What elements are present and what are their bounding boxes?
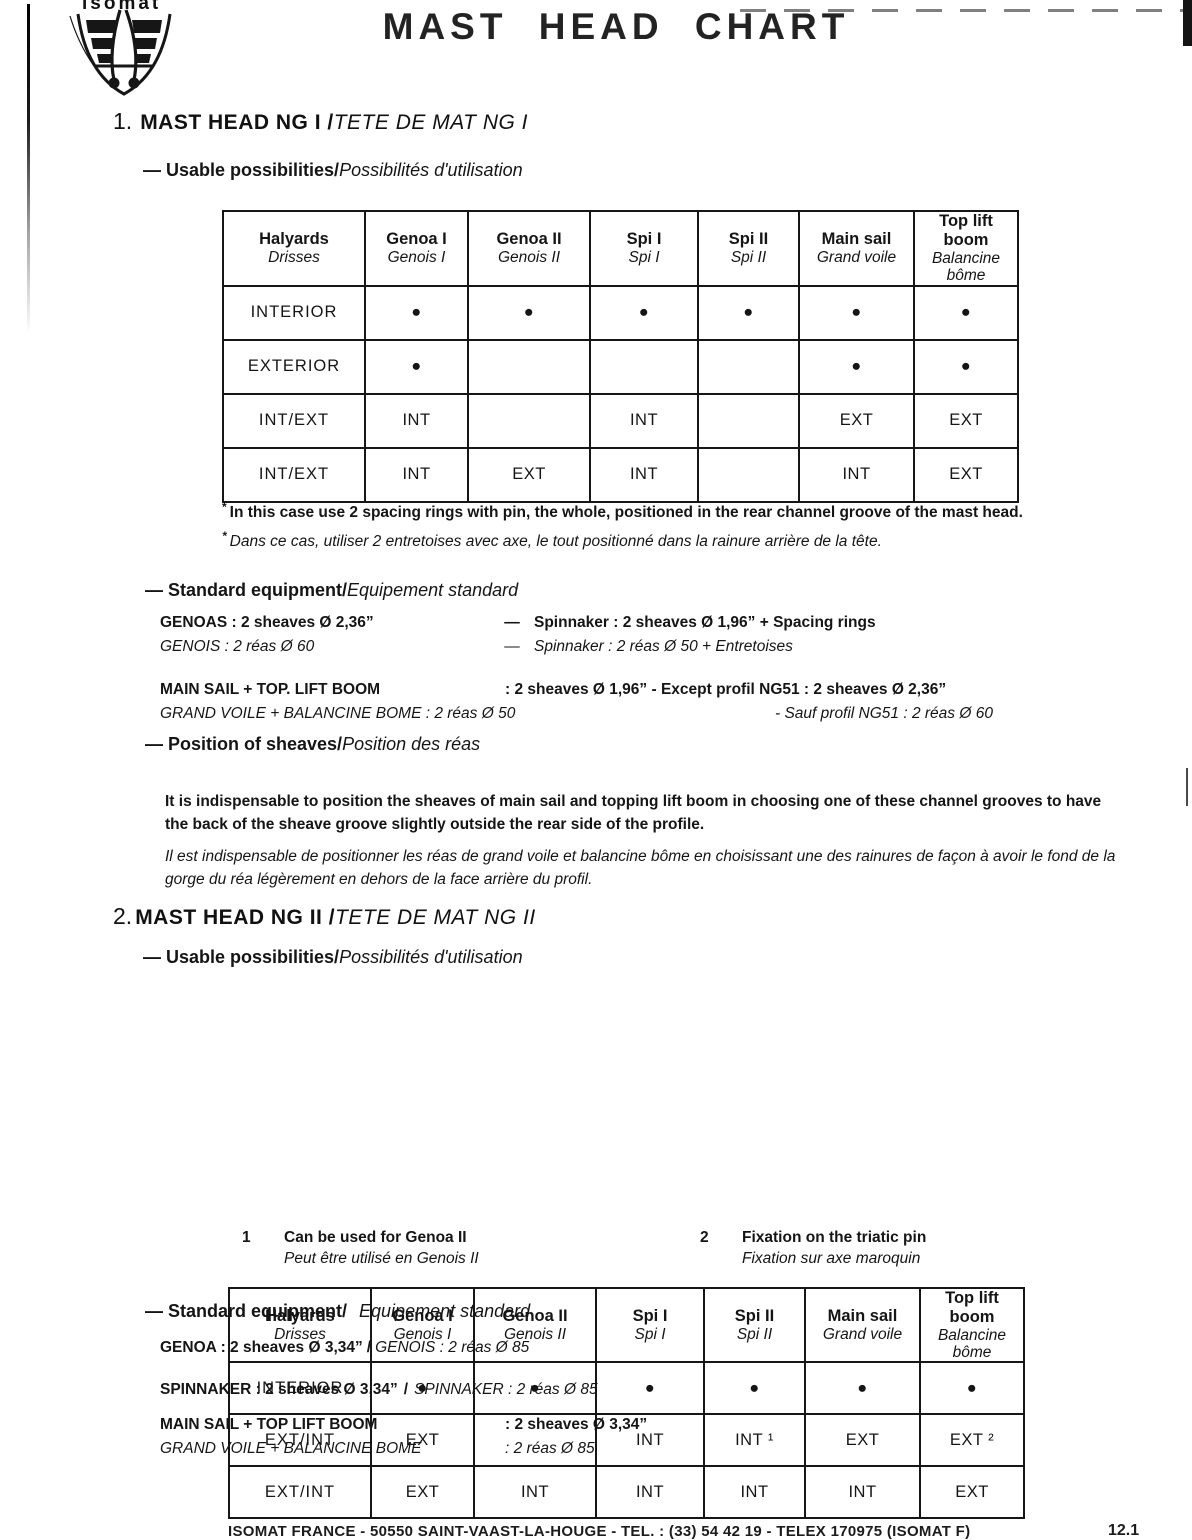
dash: — (504, 638, 520, 656)
header-mainsail: Main sail Grand voile (804, 1286, 921, 1364)
section2-number: 2. (113, 903, 133, 929)
section1-title-en: MAST HEAD NG I / (140, 111, 334, 134)
scan-artifact-top-dashes (740, 9, 1190, 12)
isomat-logo-graphic: isomat (69, 0, 172, 96)
position-paragraph-fr: Il est indispensable de positionner les … (165, 848, 1116, 889)
table-header-row: Halyards Drisses Genoa I Genois I Genoa II… (222, 210, 1019, 287)
header-mainsail: Main sail Grand voile (798, 210, 915, 287)
header-toplift: Top lift boom Balancine bôme (913, 210, 1019, 287)
section1-number: 1. (113, 108, 133, 134)
table-row: INTERIOR ● ● ● ● ● ● (228, 1361, 1025, 1416)
equipment-mainsail-fr: GRAND VOILE + BALANCINE BOME : 2 réas Ø … (160, 1440, 595, 1458)
header-genoa2: Genoa II Genois II (467, 210, 591, 287)
section2-standard-equipment-heading: — Standard equipment/Equipement standard (145, 1301, 531, 1321)
table2-footnote-2: 2 Fixation on the triatic pin Fixation s… (700, 1228, 926, 1270)
equipment-mainsail-en: MAIN SAIL + TOP. LIFT BOOM : 2 sheaves Ø… (160, 681, 947, 698)
table-header-row: Halyards Drisses Genoa I Genois I Genoa II… (228, 1286, 1025, 1364)
section2-equipment-spinnaker: SPINNAKER : 2 sheaves Ø 3,34” / SPINNAKE… (160, 1378, 598, 1402)
table-row: INTERIOR ● ● ● ● ● ● (222, 284, 1019, 341)
section2-title-fr: TETE DE MAT NG II (335, 906, 536, 929)
section2-heading: 2. MAST HEAD NG II /TETE DE MAT NG II (113, 903, 536, 930)
table-row: EXT/INT EXT INT INT ¹ EXT EXT ² (228, 1413, 1025, 1468)
usable-label-en: — Usable possibilities/ (143, 160, 340, 180)
equipment-genoa-fr: GENOIS : 2 réas Ø 60 — Spinnaker : 2 réa… (160, 635, 876, 659)
table-row: INT/EXT INT EXT INT INT EXT (222, 446, 1019, 503)
isomat-logo: isomat (62, 0, 186, 98)
scan-artifact-corner (1183, 0, 1192, 46)
page-title: MAST HEAD CHART (382, 6, 850, 47)
section1-equipment-mainsail: MAIN SAIL + TOP. LIFT BOOM : 2 sheaves Ø… (160, 678, 993, 726)
section1-equipment-genoa: GENOAS : 2 sheaves Ø 2,36” — Spinnaker :… (160, 611, 876, 659)
scan-artifact-right-tick (1186, 768, 1188, 806)
footnote-text: Can be used for Genoa II Peut être utili… (284, 1229, 479, 1267)
header-genoa1: Genoa I Genois I (364, 210, 469, 287)
footer-address: ISOMAT FRANCE - 50550 SAINT-VAAST-LA-HOU… (228, 1523, 971, 1540)
header-toplift: Top lift boom Balancine bôme (919, 1286, 1025, 1364)
section1-heading: 1. MAST HEAD NG I /TETE DE MAT NG I (113, 108, 528, 135)
footnote-text: Fixation on the triatic pin Fixation sur… (742, 1229, 927, 1267)
table-row: EXTERIOR ● ● ● (222, 338, 1019, 395)
scan-artifact-left-line (27, 4, 30, 334)
header-halyards: Halyards Drisses (222, 210, 366, 287)
header-genoa2: Genoa II Genois II (473, 1286, 597, 1364)
header-spi1: Spi I Spi I (595, 1286, 705, 1364)
section2-equipment-mainsail: MAIN SAIL + TOP LIFT BOOM : 2 sheaves Ø … (160, 1413, 647, 1461)
separator: / (403, 1381, 409, 1398)
header-spi1: Spi I Spi I (589, 210, 699, 287)
section2-usable-possibilities: — Usable possibilities/Possibilités d'ut… (143, 947, 523, 967)
table-row: EXT/INT EXT INT INT INT INT EXT (228, 1465, 1025, 1520)
position-paragraph-en: It is indispensable to position the shea… (165, 793, 1102, 834)
section1-title-fr: TETE DE MAT NG I (333, 111, 528, 134)
dash: — (504, 614, 520, 631)
separator: / (366, 1339, 372, 1356)
isomat-logo-text: isomat (82, 0, 161, 14)
mast-head-ng1-table-wrap: Halyards Drisses Genoa I Genois I Genoa II… (222, 210, 1192, 503)
footer-page-number: 12.1 (1108, 1522, 1140, 1539)
header-spi2: Spi II Spi II (697, 210, 800, 287)
table1-footnote: * In this case use 2 spacing rings with p… (222, 499, 1037, 553)
section1-position-heading: — Position of sheaves/Position des réas (145, 734, 481, 754)
footnote-en: * In this case use 2 spacing rings with p… (222, 500, 1023, 522)
section2-title-en: MAST HEAD NG II / (135, 906, 336, 929)
header-genoa1: Genoa I Genois I (370, 1286, 475, 1364)
footnote-fr: * Dans ce cas, utiliser 2 entretoises ave… (222, 528, 882, 550)
table-row: INT/EXT INT INT EXT EXT (222, 392, 1019, 449)
mast-head-ng1-table: Halyards Drisses Genoa I Genois I Genoa II… (222, 210, 1019, 503)
table2-footnote-1: 1 Can be used for Genoa II Peut être uti… (242, 1228, 479, 1270)
header-spi2: Spi II Spi II (703, 1286, 806, 1364)
equipment-genoa-en: GENOAS : 2 sheaves Ø 2,36” — Spinnaker :… (160, 611, 876, 635)
section1-usable-possibilities: — Usable possibilities/Possibilités d'ut… (143, 160, 523, 181)
mast-head-ng2-table-wrap: Halyards Drisses Genoa I Genois I Genoa II… (228, 1286, 1192, 1520)
equipment-mainsail-fr: GRAND VOILE + BALANCINE BOME : 2 réas Ø … (160, 705, 993, 723)
usable-label-fr: Possibilités d'utilisation (339, 160, 523, 180)
section2-equipment-genoa: GENOA : 2 sheaves Ø 3,34” / GENOIS : 2 r… (160, 1336, 529, 1360)
section1-standard-equipment-heading: — Standard equipment/Equipement standard (145, 580, 519, 600)
mast-head-ng2-table: Halyards Drisses Genoa I Genois I Genoa II… (228, 1286, 1025, 1520)
equipment-mainsail-en: MAIN SAIL + TOP LIFT BOOM : 2 sheaves Ø … (160, 1416, 648, 1433)
header-halyards: Halyards Drisses (228, 1286, 372, 1364)
